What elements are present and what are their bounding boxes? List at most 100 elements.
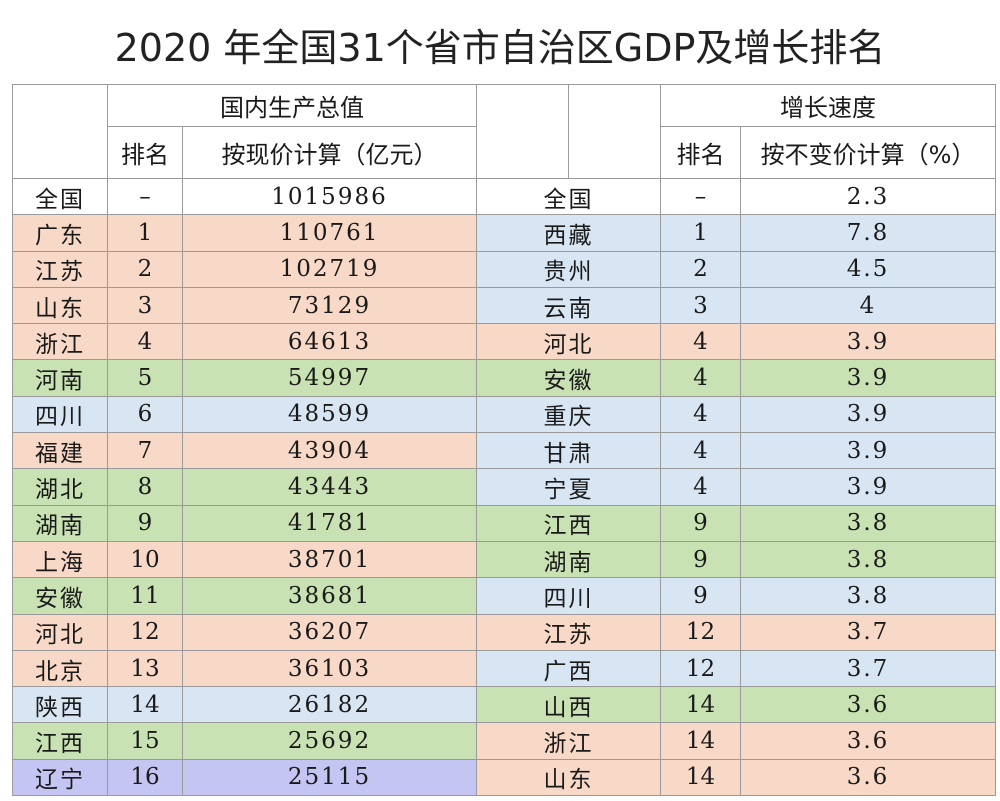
gdp-value-cell: 43443: [182, 468, 477, 506]
gdp-ranking-table: 国内生产总值 增长速度 排名 按现价计算（亿元） 排名 按不变价计算（%） 全国…: [12, 84, 996, 797]
table-row: 陕西 14 26182 山西 14 3.6: [12, 686, 996, 724]
growth-rank-cell: 4: [660, 323, 741, 361]
gdp-value-cell: 54997: [182, 359, 477, 397]
gdp-region-cell: 四川: [12, 395, 108, 434]
gdp-rank-cell: 10: [107, 540, 183, 579]
gdp-region-cell: 全国: [12, 177, 108, 216]
gdp-value-cell: 73129: [182, 286, 477, 325]
growth-rank-cell: 9: [660, 577, 741, 615]
growth-rank-cell: 12: [660, 649, 741, 688]
gdp-value-header: 按现价计算（亿元）: [182, 126, 477, 179]
gdp-rank-cell: 11: [107, 577, 183, 615]
gdp-region-cell: 浙江: [12, 323, 108, 361]
table-row: 辽宁 16 25115 山东 14 3.6: [12, 758, 996, 797]
table-row: 全国 –1015986 全国 –2.3: [12, 177, 996, 216]
growth-value-cell: 4: [740, 286, 996, 325]
growth-region-cell: 贵州: [476, 250, 661, 288]
gdp-region-cell: 山东: [12, 286, 108, 325]
table-row: 浙江 4 64613 河北 4 3.9: [12, 323, 996, 361]
gdp-rank-cell: 16: [107, 758, 183, 797]
table-body: 全国 –1015986 全国 –2.3 广东 1 110761 西藏 1 7.8 江苏 2 102719…: [12, 177, 996, 797]
growth-section-header: 增长速度: [660, 84, 996, 127]
growth-region-cell: 宁夏: [476, 468, 661, 506]
table-row: 北京 13 36103 广西 12 3.7: [12, 649, 996, 688]
growth-value-cell: 3.8: [740, 577, 996, 615]
growth-region-cell: 江苏: [476, 613, 661, 651]
gdp-value-cell: 110761: [182, 214, 477, 252]
growth-value-header: 按不变价计算（%）: [740, 126, 996, 179]
growth-region-cell: 四川: [476, 577, 661, 615]
gdp-value-cell: 102719: [182, 250, 477, 288]
growth-rank-cell: –: [660, 177, 741, 216]
growth-value-cell: 2.3: [740, 177, 996, 216]
gdp-value-cell: 36207: [182, 613, 477, 651]
growth-value-cell: 3.8: [740, 504, 996, 542]
growth-rank-cell: 4: [660, 432, 741, 470]
growth-value-cell: 3.9: [740, 395, 996, 434]
growth-value-cell: 3.6: [740, 722, 996, 760]
growth-region-cell: 湖南: [476, 540, 661, 579]
growth-value-cell: 3.6: [740, 758, 996, 797]
table-row: 湖南 9 41781 江西 9 3.8: [12, 504, 996, 542]
table-row: 江苏 2 102719 贵州 2 4.5: [12, 250, 996, 288]
growth-rank-cell: 14: [660, 758, 741, 797]
gdp-region-cell: 河南: [12, 359, 108, 397]
table-row: 湖北 8 43443 宁夏 4 3.9: [12, 468, 996, 506]
growth-rank-cell: 3: [660, 286, 741, 325]
table-row: 安徽 11 38681 四川 9 3.8: [12, 577, 996, 615]
growth-value-cell: 3.7: [740, 649, 996, 688]
table-row: 山东 3 73129 云南 3 4: [12, 286, 996, 325]
growth-rank-cell: 2: [660, 250, 741, 288]
gdp-region-cell: 安徽: [12, 577, 108, 615]
growth-rank-cell: 4: [660, 468, 741, 506]
gdp-region-cell: 河北: [12, 613, 108, 651]
growth-value-cell: 7.8: [740, 214, 996, 252]
growth-region-cell: 西藏: [476, 214, 661, 252]
gdp-region-cell: 湖南: [12, 504, 108, 542]
gdp-rank-cell: 2: [107, 250, 183, 288]
gdp-value-cell: 41781: [182, 504, 477, 542]
growth-region-cell: 广西: [476, 649, 661, 688]
growth-value-cell: 3.9: [740, 323, 996, 361]
gdp-section-header: 国内生产总值: [107, 84, 477, 127]
growth-rank-cell: 12: [660, 613, 741, 651]
growth-rank-cell: 1: [660, 214, 741, 252]
gdp-region-cell: 广东: [12, 214, 108, 252]
section-spacer-header: [568, 84, 661, 179]
gdp-rank-cell: 12: [107, 613, 183, 651]
growth-rank-header: 排名: [660, 126, 741, 179]
growth-region-cell: 全国: [476, 177, 661, 216]
region-column-header-right: [476, 84, 569, 179]
gdp-rank-cell: 13: [107, 649, 183, 688]
growth-region-cell: 山东: [476, 758, 661, 797]
growth-region-cell: 甘肃: [476, 432, 661, 470]
gdp-rank-cell: 6: [107, 395, 183, 434]
gdp-region-cell: 江苏: [12, 250, 108, 288]
gdp-value-cell: 38701: [182, 540, 477, 579]
gdp-rank-cell: 3: [107, 286, 183, 325]
growth-region-cell: 河北: [476, 323, 661, 361]
gdp-rank-cell: 9: [107, 504, 183, 542]
gdp-rank-cell: 14: [107, 686, 183, 724]
gdp-value-cell: 43904: [182, 432, 477, 470]
growth-value-cell: 3.9: [740, 432, 996, 470]
growth-value-cell: 3.9: [740, 359, 996, 397]
growth-region-cell: 江西: [476, 504, 661, 542]
table-row: 河南 5 54997 安徽 4 3.9: [12, 359, 996, 397]
growth-rank-cell: 14: [660, 686, 741, 724]
growth-region-cell: 浙江: [476, 722, 661, 760]
growth-region-cell: 云南: [476, 286, 661, 325]
table-row: 福建 7 43904 甘肃 4 3.9: [12, 432, 996, 470]
table-row: 河北 12 36207 江苏 12 3.7: [12, 613, 996, 651]
gdp-region-cell: 辽宁: [12, 758, 108, 797]
gdp-rank-cell: 5: [107, 359, 183, 397]
gdp-rank-cell: 7: [107, 432, 183, 470]
growth-region-cell: 安徽: [476, 359, 661, 397]
gdp-region-cell: 湖北: [12, 468, 108, 506]
gdp-region-cell: 陕西: [12, 686, 108, 724]
gdp-value-cell: 36103: [182, 649, 477, 688]
gdp-value-cell: 48599: [182, 395, 477, 434]
growth-rank-cell: 4: [660, 359, 741, 397]
table-row: 江西 15 25692 浙江 14 3.6: [12, 722, 996, 760]
growth-value-cell: 3.8: [740, 540, 996, 579]
